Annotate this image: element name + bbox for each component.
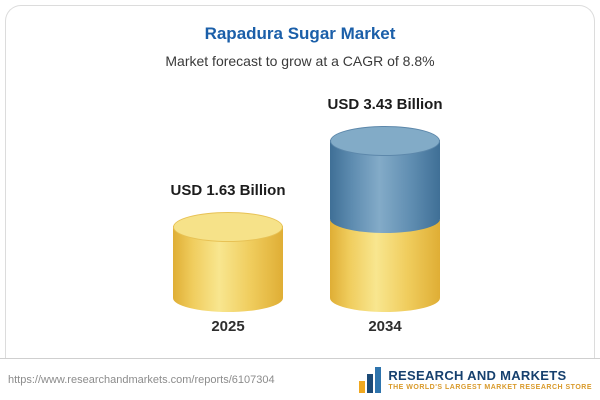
- logo-text-block: RESEARCH AND MARKETS THE WORLD'S LARGEST…: [388, 368, 592, 392]
- chart-subtitle: Market forecast to grow at a CAGR of 8.8…: [165, 53, 435, 69]
- value-label-2025: USD 1.63 Billion: [170, 182, 286, 199]
- year-label-2025: 2025: [211, 318, 245, 335]
- cylinder-segment-yellow: [330, 220, 440, 312]
- cylinder-top-ellipse: [330, 126, 440, 156]
- chart-title: Rapadura Sugar Market: [204, 24, 396, 43]
- year-label-2034: 2034: [368, 318, 402, 335]
- bar-group-2034: USD 3.43 Billion 2034: [327, 96, 442, 342]
- logo-tagline: THE WORLD'S LARGEST MARKET RESEARCH STOR…: [388, 383, 592, 391]
- chart-card: [5, 5, 595, 359]
- cylinder-top-ellipse: [173, 212, 283, 242]
- report-url: https://www.researchandmarkets.com/repor…: [8, 373, 275, 386]
- value-label-2034: USD 3.43 Billion: [327, 96, 443, 113]
- logo-name: RESEARCH AND MARKETS: [388, 367, 567, 383]
- researchandmarkets-logo[interactable]: RESEARCH AND MARKETS THE WORLD'S LARGEST…: [359, 366, 592, 393]
- cylinder-2025: [173, 212, 283, 312]
- footer-bar: https://www.researchandmarkets.com/repor…: [0, 358, 600, 400]
- logo-bars-icon: [359, 366, 382, 393]
- bar-group-2025: USD 1.63 Billion 2025: [170, 182, 285, 342]
- cylinder-2034: [330, 126, 440, 312]
